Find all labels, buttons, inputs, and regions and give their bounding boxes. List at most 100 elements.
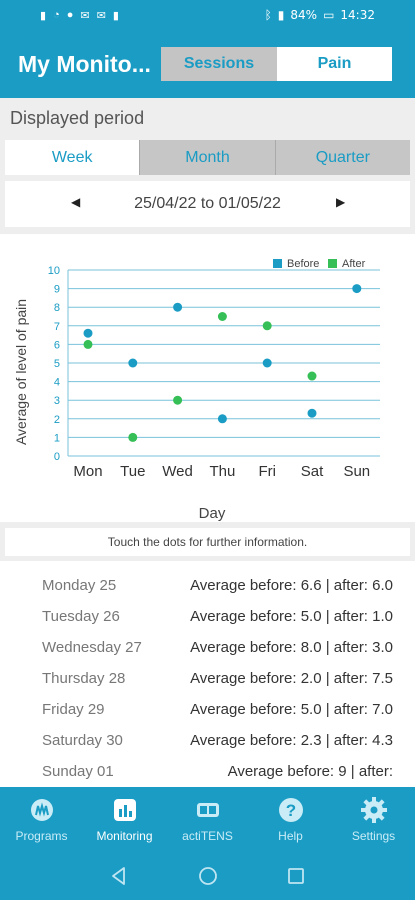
list-item[interactable]: Friday 29 Average before: 5.0 | after: 7… <box>0 685 415 718</box>
x-tick-label: Mon <box>73 463 102 480</box>
list-item[interactable]: Monday 25 Average before: 6.6 | after: 6… <box>0 561 415 594</box>
day-label: Friday 29 <box>42 701 105 718</box>
list-item[interactable]: Tuesday 26 Average before: 5.0 | after: … <box>0 592 415 625</box>
chart-points <box>83 284 362 442</box>
clock: 14:32 <box>340 8 375 22</box>
notification-icons: ▮ ◔ ● ✉ ✉ ▮ <box>40 9 120 22</box>
chart-legend: Before After <box>273 258 366 270</box>
data-point-before[interactable] <box>83 328 93 338</box>
data-point-after[interactable] <box>307 371 317 381</box>
day-average: Average before: 2.0 | after: 7.5 <box>190 670 393 687</box>
data-point-before[interactable] <box>128 358 138 368</box>
daily-averages-list: Monday 25 Average before: 6.6 | after: 6… <box>0 561 415 787</box>
signal-icon: ▮ <box>277 8 285 22</box>
bottom-navigation: Programs Monitoring actiTENS ? Help <box>0 787 415 851</box>
programs-icon <box>30 799 53 821</box>
nav-actitens[interactable]: actiTENS <box>166 787 249 851</box>
data-point-before[interactable] <box>352 284 362 294</box>
x-tick-label: Sat <box>301 463 324 480</box>
list-item[interactable]: Sunday 01 Average before: 9 | after: <box>0 747 415 780</box>
y-tick-label: 8 <box>54 302 60 314</box>
list-item[interactable]: Saturday 30 Average before: 2.3 | after:… <box>0 716 415 749</box>
sessions-tab[interactable]: Sessions <box>161 47 277 81</box>
tab-week[interactable]: Week <box>5 140 140 175</box>
day-average: Average before: 5.0 | after: 7.0 <box>190 701 393 718</box>
legend-label: After <box>342 258 366 270</box>
day-average: Average before: 2.3 | after: 4.3 <box>190 732 393 749</box>
whatsapp-icon: ● <box>66 9 75 21</box>
mail-icon: ✉ <box>80 10 91 22</box>
tab-month[interactable]: Month <box>139 140 275 175</box>
nav-label: actiTENS <box>182 829 233 843</box>
data-point-after[interactable] <box>173 395 183 405</box>
day-average: Average before: 6.6 | after: 6.0 <box>190 577 393 594</box>
nav-label: Programs <box>15 829 68 843</box>
data-point-before[interactable] <box>217 414 227 424</box>
back-icon[interactable] <box>108 865 130 887</box>
x-tick-label: Thu <box>209 463 235 480</box>
pain-chart: 0 1 2 3 4 5 6 7 8 9 10 Mon Tue Wed Thu Fri Sat Sun Avera… <box>0 234 415 522</box>
app-title: My Monito... <box>18 51 151 77</box>
day-average: Average before: 9 | after: <box>227 763 393 780</box>
legend-swatch <box>328 259 337 268</box>
chart-hint: Touch the dots for further information. <box>5 528 410 556</box>
bar-chart-icon <box>113 799 136 821</box>
chart-grid <box>67 269 380 457</box>
home-icon[interactable] <box>197 865 219 887</box>
data-point-after[interactable] <box>217 312 227 321</box>
day-label: Monday 25 <box>42 577 117 594</box>
y-tick-label: 6 <box>54 339 60 351</box>
y-tick-label: 0 <box>54 451 60 463</box>
x-tick-labels: Mon Tue Wed Thu Fri Sat Sun <box>73 463 370 480</box>
y-tick-label: 1 <box>54 432 60 444</box>
chart-svg: 0 1 2 3 4 5 6 7 8 9 10 Mon Tue Wed Thu Fri Sat Sun Avera… <box>13 258 380 522</box>
legend-label: Before <box>287 258 319 270</box>
tab-quarter[interactable]: Quarter <box>274 140 410 175</box>
help-icon: ? <box>278 798 303 822</box>
y-tick-label: 10 <box>48 265 60 277</box>
nav-label: Help <box>278 829 303 843</box>
data-point-after[interactable] <box>128 432 138 442</box>
y-tick-label: 5 <box>54 358 60 370</box>
data-point-after[interactable] <box>262 321 272 331</box>
y-tick-label: 7 <box>54 321 60 333</box>
y-axis-label: Average of level of pain <box>13 299 29 445</box>
day-average: Average before: 5.0 | after: 1.0 <box>190 608 393 625</box>
mail-icon: ✉ <box>96 10 107 22</box>
pain-tab[interactable]: Pain <box>277 47 392 81</box>
list-item[interactable]: Thursday 28 Average before: 2.0 | after:… <box>0 654 415 687</box>
system-navigation <box>0 851 415 900</box>
x-tick-label: Wed <box>162 463 193 480</box>
recents-icon[interactable] <box>285 865 307 887</box>
data-point-after[interactable] <box>83 339 93 349</box>
gear-icon <box>360 797 387 823</box>
list-item[interactable]: Wednesday 27 Average before: 8.0 | after… <box>0 623 415 656</box>
legend-swatch <box>273 259 282 268</box>
x-axis-label: Day <box>199 505 226 522</box>
day-label: Saturday 30 <box>42 732 123 749</box>
day-average: Average before: 8.0 | after: 3.0 <box>190 639 393 656</box>
period-tabs: Week Month Quarter <box>5 140 410 175</box>
nav-label: Settings <box>351 829 396 843</box>
nav-monitoring[interactable]: Monitoring <box>83 787 166 851</box>
data-point-before[interactable] <box>262 358 272 368</box>
nav-programs[interactable]: Programs <box>0 787 83 851</box>
battery-percent: 84% <box>290 8 318 22</box>
y-tick-label: 4 <box>54 377 60 389</box>
y-tick-labels: 0 1 2 3 4 5 6 7 8 9 10 <box>48 265 60 463</box>
nav-help[interactable]: ? Help <box>249 787 332 851</box>
battery-icon: ▭ <box>323 8 335 22</box>
device-icon <box>196 803 219 817</box>
bluetooth-icon: ᛒ <box>264 8 272 22</box>
nav-settings[interactable]: Settings <box>332 787 415 851</box>
next-period-button[interactable]: ▶ <box>336 195 346 209</box>
data-point-before[interactable] <box>307 408 317 418</box>
nav-label: Monitoring <box>96 829 153 843</box>
y-tick-label: 2 <box>54 414 60 426</box>
x-tick-label: Sun <box>343 463 370 480</box>
data-point-before[interactable] <box>173 302 183 312</box>
svg-text:?: ? <box>285 801 295 820</box>
previous-period-button[interactable]: ◀ <box>71 195 81 209</box>
status-bar: ▮ ◔ ● ✉ ✉ ▮ ᛒ ▮ 84% ▭ 14:32 <box>0 0 415 33</box>
day-label: Thursday 28 <box>42 670 126 687</box>
